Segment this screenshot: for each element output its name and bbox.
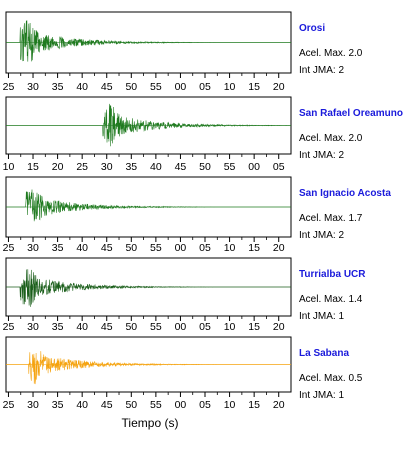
station-info: Orosi Acel. Max. 2.0 Int JMA: 2 — [299, 23, 362, 76]
x-tick-label: 55 — [150, 399, 162, 411]
x-tick-label: 00 — [175, 242, 187, 254]
x-tick-label: 10 — [224, 399, 236, 411]
x-tick-label: 45 — [101, 321, 113, 333]
x-tick-label: 05 — [199, 81, 211, 93]
x-tick-label: 40 — [76, 321, 88, 333]
x-tick-label: 55 — [150, 321, 162, 333]
station-info: La Sabana Acel. Max. 0.5 Int JMA: 1 — [299, 348, 362, 401]
station-name: La Sabana — [299, 348, 350, 359]
x-tick-label: 20 — [273, 399, 285, 411]
x-tick-label: 10 — [224, 321, 236, 333]
jma-intensity: Int JMA: 2 — [299, 65, 345, 76]
x-tick-label: 00 — [175, 321, 187, 333]
max-acceleration: Acel. Max. 0.5 — [299, 373, 363, 384]
x-tick-label: 35 — [125, 161, 137, 173]
x-tick-label: 15 — [248, 399, 260, 411]
x-tick-label: 45 — [101, 399, 113, 411]
x-tick-label: 40 — [76, 242, 88, 254]
x-tick-label: 35 — [52, 81, 64, 93]
x-tick-label: 30 — [101, 161, 113, 173]
panel-0: 25 30 35 40 45 50 55 00 05 10 15 20 — [3, 11, 292, 93]
station-info: Turrialba UCR Acel. Max. 1.4 Int JMA: 1 — [299, 269, 366, 322]
x-tick-label: 20 — [273, 81, 285, 93]
jma-intensity: Int JMA: 2 — [299, 230, 345, 241]
x-tick-label: 25 — [3, 399, 15, 411]
x-tick-label: 50 — [199, 161, 211, 173]
x-tick-label: 20 — [273, 321, 285, 333]
waveform — [6, 189, 291, 222]
x-tick-label: 20 — [52, 161, 64, 173]
panel-4: 25 30 35 40 45 50 55 00 05 10 15 20 — [3, 336, 292, 411]
x-tick-label: 30 — [27, 321, 39, 333]
x-tick-label: 55 — [224, 161, 236, 173]
x-axis-label: Tiempo (s) — [121, 416, 179, 430]
waveform — [6, 103, 291, 147]
x-tick-label: 15 — [248, 242, 260, 254]
x-tick-label: 35 — [52, 321, 64, 333]
waveform — [6, 20, 291, 62]
x-tick-label: 30 — [27, 399, 39, 411]
x-tick-label: 00 — [248, 161, 260, 173]
x-tick-label: 50 — [125, 242, 137, 254]
station-name: Turrialba UCR — [299, 269, 366, 280]
max-acceleration: Acel. Max. 1.4 — [299, 294, 363, 305]
waveform — [6, 351, 291, 385]
station-info: San Rafael Oreamuno Acel. Max. 2.0 Int JMA… — [299, 108, 403, 161]
station-info: San Ignacio Acosta Acel. Max. 1.7 Int JMA:… — [299, 188, 391, 241]
jma-intensity: Int JMA: 2 — [299, 150, 345, 161]
x-tick-label: 15 — [248, 321, 260, 333]
station-name: Orosi — [299, 23, 326, 34]
x-tick-label: 30 — [27, 242, 39, 254]
x-tick-label: 10 — [3, 161, 15, 173]
x-tick-label: 00 — [175, 81, 187, 93]
x-tick-label: 15 — [248, 81, 260, 93]
panel-3: 25 30 35 40 45 50 55 00 05 10 15 20 — [3, 257, 292, 333]
x-tick-label: 25 — [76, 161, 88, 173]
x-tick-label: 40 — [76, 81, 88, 93]
x-tick-label: 50 — [125, 81, 137, 93]
x-tick-label: 15 — [27, 161, 39, 173]
max-acceleration: Acel. Max. 1.7 — [299, 213, 363, 224]
x-tick-label: 55 — [150, 242, 162, 254]
jma-intensity: Int JMA: 1 — [299, 311, 345, 322]
x-tick-label: 25 — [3, 242, 15, 254]
x-tick-label: 45 — [101, 242, 113, 254]
x-tick-label: 35 — [52, 242, 64, 254]
x-tick-label: 00 — [175, 399, 187, 411]
x-tick-label: 25 — [3, 321, 15, 333]
x-tick-label: 45 — [175, 161, 187, 173]
x-tick-label: 40 — [76, 399, 88, 411]
x-tick-label: 25 — [3, 81, 15, 93]
x-tick-label: 05 — [199, 321, 211, 333]
x-tick-label: 05 — [273, 161, 285, 173]
x-tick-label: 10 — [224, 242, 236, 254]
max-acceleration: Acel. Max. 2.0 — [299, 48, 363, 59]
station-name: San Rafael Oreamuno — [299, 108, 403, 119]
x-tick-label: 35 — [52, 399, 64, 411]
x-tick-label: 30 — [27, 81, 39, 93]
x-tick-label: 05 — [199, 242, 211, 254]
max-acceleration: Acel. Max. 2.0 — [299, 133, 363, 144]
x-tick-label: 55 — [150, 81, 162, 93]
x-tick-label: 10 — [224, 81, 236, 93]
waveform — [6, 269, 291, 307]
x-tick-label: 45 — [101, 81, 113, 93]
x-tick-label: 40 — [150, 161, 162, 173]
x-tick-label: 50 — [125, 321, 137, 333]
x-tick-label: 20 — [273, 242, 285, 254]
panel-2: 25 30 35 40 45 50 55 00 05 10 15 20 — [3, 176, 292, 254]
x-tick-label: 05 — [199, 399, 211, 411]
x-tick-label: 50 — [125, 399, 137, 411]
panel-1: 10 15 20 25 30 35 40 45 50 55 00 05 — [3, 96, 292, 173]
jma-intensity: Int JMA: 1 — [299, 390, 345, 401]
station-name: San Ignacio Acosta — [299, 188, 391, 199]
